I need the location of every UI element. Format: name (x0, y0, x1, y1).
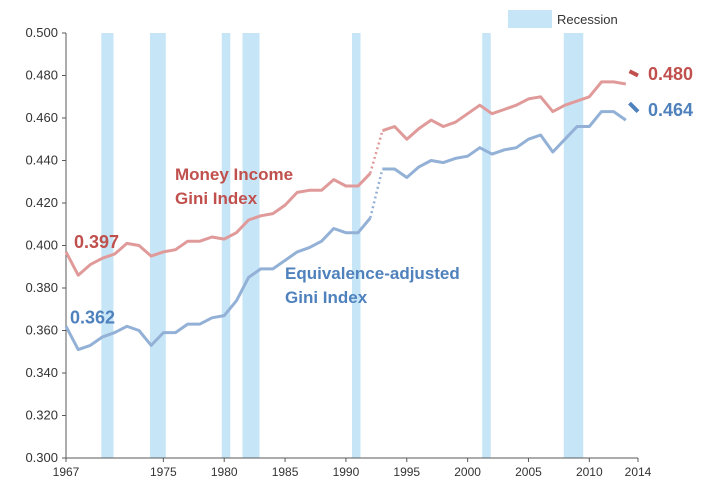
x-tick-label: 2000 (454, 465, 481, 479)
series-lines (64, 69, 640, 352)
equivalence-adjusted-dotted-segment (369, 168, 384, 219)
y-tick-label: 0.300 (25, 450, 58, 465)
x-tick-label: 1985 (272, 465, 299, 479)
y-tick-label: 0.440 (25, 153, 58, 168)
equivalence-series-label: Gini Index (285, 288, 368, 307)
money-income-dotted-segment (369, 130, 384, 174)
recession-band-2 (149, 33, 166, 458)
recession-band-5 (352, 33, 361, 458)
y-tick-label: 0.360 (25, 323, 58, 338)
equivalence-adjusted-line-early (64, 216, 372, 352)
x-tick-label: 1980 (211, 465, 238, 479)
equivalence-end-value: 0.464 (648, 100, 693, 120)
equivalence-adjusted-end-marker (628, 101, 640, 114)
x-tick-label: 2010 (576, 465, 603, 479)
recession-band-6 (482, 33, 491, 458)
legend-label-recession: Recession (557, 12, 618, 27)
x-tick-label: 1975 (150, 465, 177, 479)
recession-band-7 (563, 33, 584, 458)
money-income-line-early (64, 172, 372, 277)
y-tick-label: 0.460 (25, 110, 58, 125)
money-income-series-label: Money Income (175, 165, 293, 184)
axes: 0.300 0.320 0.340 0.360 0.380 0.400 0.420 0.440… (25, 25, 651, 479)
equivalence-adjusted-line-late (382, 110, 627, 179)
x-tick-label: 2005 (515, 465, 542, 479)
recession-band-1 (101, 33, 114, 458)
y-tick-label: 0.380 (25, 280, 58, 295)
money-income-start-value: 0.397 (74, 232, 119, 252)
y-tick-label: 0.500 (25, 25, 58, 40)
x-tick-label: 1995 (393, 465, 420, 479)
x-tick-label: 1990 (333, 465, 360, 479)
recession-bands (101, 33, 584, 458)
money-income-series-label: Gini Index (175, 189, 258, 208)
recession-band-3 (221, 33, 231, 458)
equivalence-series-label: Equivalence-adjusted (285, 264, 460, 283)
legend: Recession (508, 10, 618, 28)
recession-band-4 (242, 33, 260, 458)
y-tick-label: 0.340 (25, 365, 58, 380)
annotations: 0.397 0.480 0.362 0.464 Money Income Gini Ind… (70, 64, 693, 327)
money-income-end-marker (628, 69, 639, 78)
x-tick-label: 1967 (53, 465, 80, 479)
money-income-line-late (381, 80, 627, 141)
legend-swatch-recession (508, 10, 552, 28)
y-tick-label: 0.320 (25, 408, 58, 423)
y-tick-label: 0.480 (25, 68, 58, 83)
equivalence-start-value: 0.362 (70, 307, 115, 327)
y-tick-label: 0.400 (25, 238, 58, 253)
money-income-end-value: 0.480 (648, 64, 693, 84)
y-tick-label: 0.420 (25, 195, 58, 210)
x-tick-label: 2014 (625, 465, 652, 479)
